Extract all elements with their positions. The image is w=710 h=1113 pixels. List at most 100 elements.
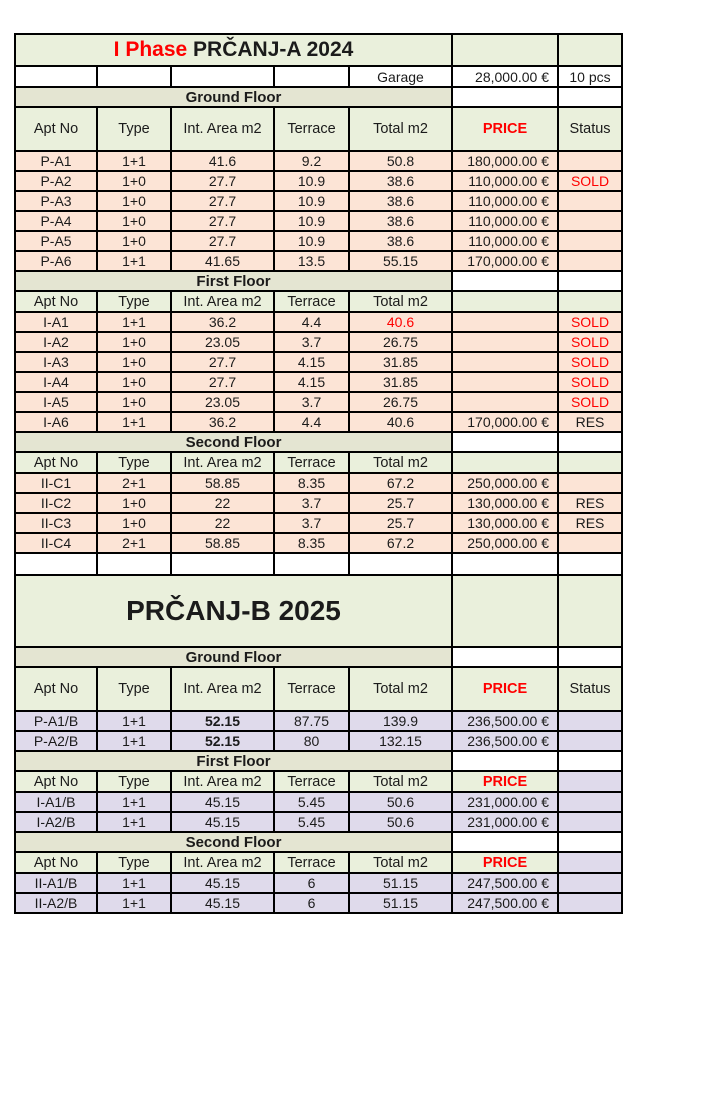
cell: II-C2	[14, 492, 98, 514]
cell: 13.5	[273, 250, 350, 272]
cell: II-A2/B	[14, 892, 98, 914]
cell: 10.9	[273, 170, 350, 192]
cell: 45.15	[170, 892, 275, 914]
apartment-row: I-A2 1+0 23.05 3.7 26.75 SOLD	[14, 331, 623, 353]
cell: 1+0	[96, 371, 172, 393]
cell	[557, 892, 623, 914]
cell: 36.2	[170, 311, 275, 333]
apartment-row: I-A6 1+1 36.2 4.4 40.6 170,000.00 € RES	[14, 411, 623, 433]
cell: 4.4	[273, 311, 350, 333]
cell	[170, 552, 275, 576]
cell: Type	[96, 106, 172, 152]
cell: 67.2	[348, 472, 453, 494]
cell: 236,500.00 €	[451, 710, 559, 732]
cell: 1+1	[96, 150, 172, 172]
cell: 50.6	[348, 791, 453, 813]
cell	[557, 431, 623, 453]
cell: 170,000.00 €	[451, 250, 559, 272]
spacer-row	[14, 552, 623, 576]
cell: 170,000.00 €	[451, 411, 559, 433]
garage-row: Garage 28,000.00 €10 pcs	[14, 65, 623, 88]
cell: 6	[273, 892, 350, 914]
cell: 27.7	[170, 210, 275, 232]
cell: 52.15	[170, 710, 275, 732]
cell: 3.7	[273, 331, 350, 353]
cell: 1+0	[96, 170, 172, 192]
cell: 5.45	[273, 791, 350, 813]
cell: Garage	[348, 65, 453, 88]
cell	[451, 552, 559, 576]
cell: SOLD	[557, 331, 623, 353]
cell: Int. Area m2	[170, 290, 275, 313]
cell: I-A2	[14, 331, 98, 353]
cell: 130,000.00 €	[451, 512, 559, 534]
cell: 40.6	[348, 411, 453, 433]
cell: SOLD	[557, 170, 623, 192]
cell: 36.2	[170, 411, 275, 433]
cell: Type	[96, 666, 172, 712]
cell	[348, 552, 453, 576]
cell: II-C4	[14, 532, 98, 554]
apartment-row: P-A5 1+0 27.7 10.9 38.6 110,000.00 €	[14, 230, 623, 252]
cell: 1+0	[96, 230, 172, 252]
cell	[557, 552, 623, 576]
cell: 25.7	[348, 512, 453, 534]
cell	[451, 451, 559, 474]
cell: 80	[273, 730, 350, 752]
cell: Int. Area m2	[170, 770, 275, 793]
apartment-row: P-A4 1+0 27.7 10.9 38.6 110,000.00 €	[14, 210, 623, 232]
cell: 1+1	[96, 710, 172, 732]
cell: 67.2	[348, 532, 453, 554]
cell: Total m2	[348, 290, 453, 313]
cell	[557, 250, 623, 272]
cell	[557, 730, 623, 752]
cell	[557, 33, 623, 67]
cell: 231,000.00 €	[451, 811, 559, 833]
cell: 3.7	[273, 391, 350, 413]
cell: 5.45	[273, 811, 350, 833]
cell: 25.7	[348, 492, 453, 514]
cell	[557, 150, 623, 172]
cell	[451, 311, 559, 333]
cell: 26.75	[348, 331, 453, 353]
cell: 41.6	[170, 150, 275, 172]
cell: Apt No	[14, 106, 98, 152]
cell: P-A3	[14, 190, 98, 212]
cell: P-A1	[14, 150, 98, 172]
apartment-row: II-A2/B 1+1 45.15 6 51.15 247,500.00 €	[14, 892, 623, 914]
cell: 8.35	[273, 472, 350, 494]
cell: 4.15	[273, 371, 350, 393]
cell: Type	[96, 851, 172, 874]
cell: 1+1	[96, 311, 172, 333]
cell	[96, 65, 172, 88]
cell: 55.15	[348, 250, 453, 272]
cell: 22	[170, 492, 275, 514]
cell: Terrace	[273, 666, 350, 712]
cell: SOLD	[557, 371, 623, 393]
cell: RES	[557, 411, 623, 433]
cell: PRČANJ-B 2025	[14, 574, 453, 648]
cell: 10.9	[273, 230, 350, 252]
cell	[557, 710, 623, 732]
apartment-row: I-A1 1+1 36.2 4.4 40.6 SOLD	[14, 311, 623, 333]
cell: P-A4	[14, 210, 98, 232]
cell: 1+0	[96, 351, 172, 373]
cell: 1+0	[96, 210, 172, 232]
cell: Total m2	[348, 851, 453, 874]
cell: 23.05	[170, 391, 275, 413]
cell: I-A2/B	[14, 811, 98, 833]
floor-band-first-b: First Floor	[14, 750, 623, 772]
cell: 139.9	[348, 710, 453, 732]
cell: 31.85	[348, 371, 453, 393]
cell	[557, 851, 623, 874]
cell	[451, 331, 559, 353]
cell: 247,500.00 €	[451, 892, 559, 914]
cell: 110,000.00 €	[451, 170, 559, 192]
cell: 10 pcs	[557, 65, 623, 88]
cell: Total m2	[348, 770, 453, 793]
cell: Terrace	[273, 290, 350, 313]
cell: Terrace	[273, 451, 350, 474]
cell	[14, 552, 98, 576]
cell: 250,000.00 €	[451, 472, 559, 494]
cell: 45.15	[170, 791, 275, 813]
